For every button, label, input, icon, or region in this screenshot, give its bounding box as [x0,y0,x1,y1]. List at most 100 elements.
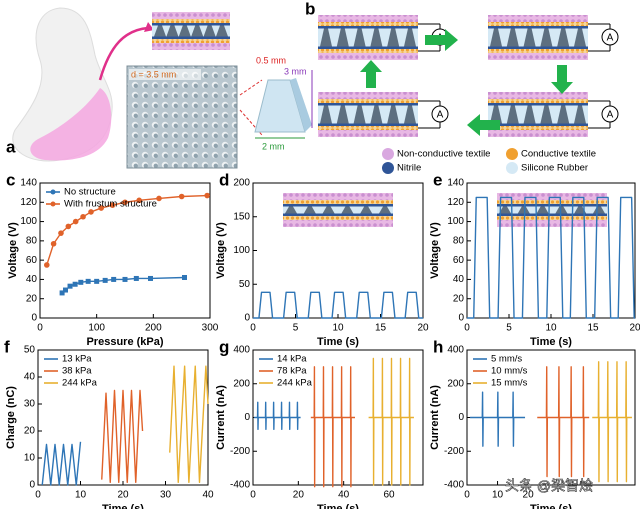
y-axis-label: Current (nA) [429,385,441,450]
frustum [490,28,502,47]
y-tick-label: 20 [24,426,36,437]
data-line [537,366,590,478]
data-point [80,213,86,220]
spacer [488,28,588,47]
data-point [133,275,139,281]
frustum [303,206,316,214]
frustum [387,28,400,47]
y-tick-label: 120 [447,197,464,208]
x-tick-label: 40 [338,490,350,501]
dimension-label: 0.5 mm [256,55,286,65]
data-line [169,365,209,483]
data-line [310,366,355,488]
frustum [353,28,366,47]
y-tick-label: 50 [239,279,251,290]
frustum [285,206,297,214]
textile-top [318,92,418,99]
panel-label: c [6,170,15,189]
legend-text: No structure [64,187,116,198]
frustum [555,206,568,214]
textile-bottom [152,43,230,50]
nitrile-top [152,23,230,26]
device-stack [318,15,418,60]
data-line [368,357,414,486]
legend-text: With frustum structure [64,199,157,210]
frustum [523,105,536,124]
data-line [254,401,301,431]
y-tick-label: 50 [24,345,36,356]
watermark: 头条 @梁智烩 [505,478,593,494]
nitrile-bottom [318,46,418,49]
conductive-bottom [152,39,230,43]
textile-bottom [318,53,418,60]
legend-marker [50,201,56,207]
data-point [63,287,68,293]
data-line [101,389,144,483]
x-tick-label: 30 [160,490,172,501]
frustum [203,25,216,37]
y-axis-label: Charge (nC) [5,386,17,449]
frustum [404,28,416,47]
frustum [536,206,549,214]
x-tick-label: 20 [629,323,640,334]
panel-label: g [219,337,229,356]
legend-text: 15 mm/s [491,378,528,389]
nitrile-bottom [488,123,588,126]
dimension-label: 2 mm [262,141,285,151]
x-axis-label: Time (s) [102,503,144,509]
frustum [557,105,570,124]
legend-text: 10 mm/s [491,366,528,377]
y-tick-label: 140 [20,178,37,189]
x-tick-label: 15 [587,323,599,334]
y-tick-label: 80 [453,235,465,246]
ammeter [431,105,449,123]
panel-label: d [219,170,229,189]
textile-bottom [283,220,393,227]
data-point [67,283,73,289]
conductive-top [318,22,418,26]
y-axis-label: Voltage (V) [429,222,441,279]
nitrile-top [283,204,393,207]
y-tick-label: 20 [453,293,465,304]
data-point [136,197,142,204]
data-point [85,278,91,284]
legend-swatch [506,148,518,160]
frustum [166,25,179,37]
y-tick-label: 0 [244,412,250,423]
x-tick-label: 10 [545,323,557,334]
data-point [98,205,104,211]
ammeter [601,105,619,123]
frustum-array [126,65,238,169]
x-tick-label: 5 [293,323,299,334]
x-axis-label: Time (s) [317,336,359,348]
data-point [78,279,84,285]
textile-top [488,92,588,99]
frustum [404,105,416,124]
textile-bottom [488,130,588,137]
data-point [44,262,50,268]
x-axis-label: Time (s) [530,336,572,348]
y-axis-label: Voltage (V) [7,222,19,279]
conductive-bottom [488,126,588,130]
spacer [488,105,588,124]
nitrile-top [497,204,607,207]
x-tick-label: 100 [88,323,105,334]
frustum [320,105,332,124]
panel-label: e [433,170,442,189]
nitrile-top [318,103,418,106]
x-tick-label: 0 [250,323,256,334]
x-tick-label: 20 [293,490,305,501]
frustum [387,105,400,124]
device-stack [497,193,607,227]
y-tick-label: 40 [26,274,38,285]
device-stacks: AAAA [318,15,619,137]
device-stack [318,92,418,137]
leader [239,79,263,96]
conductive-bottom [283,216,393,220]
legend-swatch [506,162,518,174]
y-tick-label: 200 [233,378,250,389]
data-line [592,361,632,483]
data-point [94,278,100,284]
frustum [506,28,519,47]
frustum [574,206,587,214]
